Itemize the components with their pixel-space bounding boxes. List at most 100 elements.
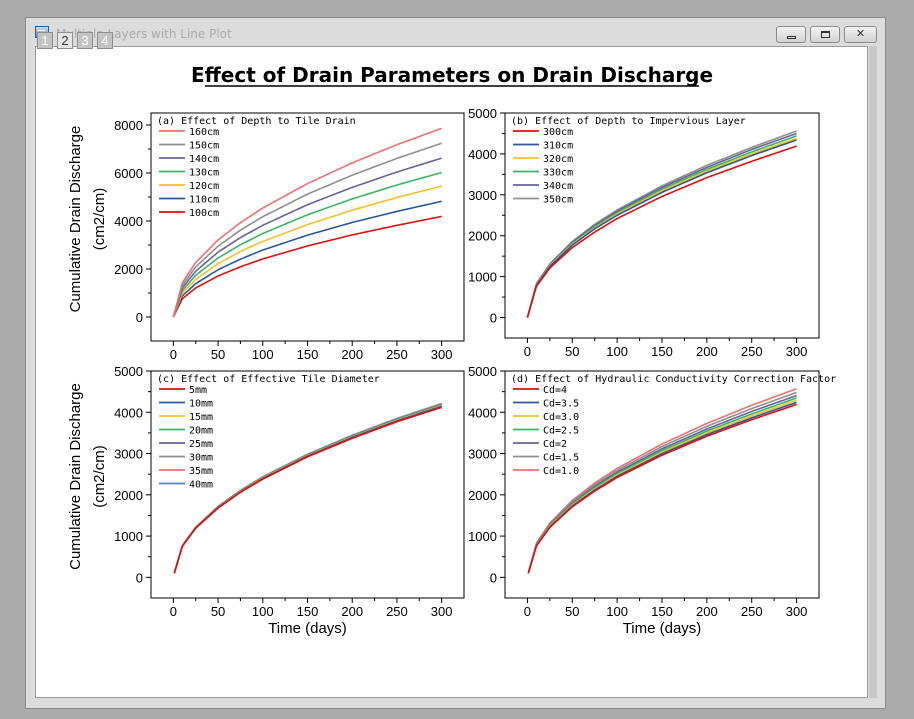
series-group — [173, 402, 442, 574]
legend-entry: 35mm — [189, 466, 213, 477]
legend-entry: 310cm — [543, 141, 573, 152]
legend-entry: 160cm — [189, 127, 219, 138]
legend-entry: 120cm — [189, 181, 219, 192]
y-axis-unit: (cm2/cm) — [91, 188, 108, 251]
x-tick-label: 100 — [252, 604, 274, 619]
x-tick-label: 300 — [431, 604, 453, 619]
graph-window: Multiple Layers with Line Plot ✕ — [25, 17, 886, 709]
y-tick-label: 5000 — [468, 106, 497, 121]
y-tick-label: 4000 — [114, 405, 143, 420]
legend: 300cm 310cm 320cm 330cm 340cm 350cm — [513, 127, 573, 206]
minimize-button[interactable] — [776, 26, 806, 43]
series-group — [526, 130, 797, 318]
x-tick-label: 200 — [341, 347, 363, 362]
series-line — [173, 404, 442, 574]
page-title: Effect of Drain Parameters on Drain Disc… — [191, 63, 713, 87]
legend-entry: 130cm — [189, 168, 219, 179]
y-tick-label: 0 — [136, 310, 143, 325]
x-tick-label: 100 — [606, 604, 628, 619]
y-tick-label: 1000 — [114, 529, 143, 544]
graph-page[interactable] — [35, 46, 868, 698]
layer-tab-4[interactable]: 4 — [97, 32, 113, 49]
y-axis-unit: (cm2/cm) — [91, 445, 108, 508]
y-tick-label: 2000 — [468, 488, 497, 503]
legend-entry: 20mm — [189, 426, 213, 437]
legend-entry: 340cm — [543, 181, 573, 192]
legend: Cd=4 Cd=3.5 Cd=3.0 Cd=2.5 Cd=2 Cd=1.5 Cd=1.0 — [513, 385, 579, 477]
series-line — [172, 157, 442, 318]
legend: 160cm 150cm 140cm 130cm 120cm 110cm 100cm — [159, 127, 219, 219]
vertical-scrollbar[interactable] — [869, 46, 877, 698]
y-tick-label: 3000 — [114, 447, 143, 462]
series-line — [172, 200, 442, 318]
legend-entry: Cd=2 — [543, 439, 567, 450]
series-group — [527, 387, 797, 574]
layer-tab-3[interactable]: 3 — [77, 32, 93, 49]
x-axis-title: Time (days) — [623, 620, 702, 637]
panel-title: (d) Effect of Hydraulic Conductivity Cor… — [511, 374, 836, 385]
y-tick-label: 2000 — [114, 488, 143, 503]
legend-entry: 330cm — [543, 168, 573, 179]
x-tick-label: 0 — [524, 344, 531, 359]
y-tick-label: 2000 — [114, 262, 143, 277]
legend-entry: Cd=2.5 — [543, 426, 579, 437]
legend-entry: Cd=1.5 — [543, 453, 579, 464]
series-line — [172, 215, 442, 318]
series-group — [172, 127, 442, 318]
legend-entry: 110cm — [189, 195, 219, 206]
x-tick-label: 300 — [431, 347, 453, 362]
x-tick-label: 150 — [297, 347, 319, 362]
x-tick-label: 300 — [786, 604, 808, 619]
x-tick-label: 50 — [211, 347, 225, 362]
x-tick-label: 0 — [170, 604, 177, 619]
y-tick-label: 5000 — [468, 364, 497, 379]
series-line — [526, 139, 797, 318]
x-tick-label: 50 — [211, 604, 225, 619]
legend-entry: 320cm — [543, 154, 573, 165]
legend-entry: 150cm — [189, 141, 219, 152]
chart-panel-4: 0 50 100 150 200 250 300010002000300040005000T… — [468, 364, 836, 637]
legend-entry: 5mm — [189, 385, 207, 396]
x-tick-label: 100 — [252, 347, 274, 362]
layer-tab-2[interactable]: 2 — [57, 32, 73, 49]
x-tick-label: 250 — [741, 344, 763, 359]
y-tick-label: 8000 — [114, 118, 143, 133]
x-axis-title: Time (days) — [268, 620, 347, 637]
x-tick-label: 150 — [297, 604, 319, 619]
layer-tab-1[interactable]: 1 — [37, 32, 53, 49]
series-line — [172, 142, 442, 318]
legend-entry: 25mm — [189, 439, 213, 450]
chart-panel-3: 0 50 100 150 200 250 300010002000300040005000T… — [67, 364, 465, 637]
series-line — [172, 127, 442, 318]
y-tick-label: 4000 — [468, 405, 497, 420]
y-tick-label: 4000 — [114, 214, 143, 229]
x-tick-label: 200 — [696, 344, 718, 359]
y-tick-label: 3000 — [468, 188, 497, 203]
x-tick-label: 250 — [386, 604, 408, 619]
y-tick-label: 0 — [490, 311, 497, 326]
legend-entry: Cd=3.5 — [543, 399, 579, 410]
x-tick-label: 0 — [524, 604, 531, 619]
series-line — [173, 402, 442, 574]
x-tick-label: 250 — [386, 347, 408, 362]
legend-entry: 40mm — [189, 480, 213, 491]
series-line — [526, 145, 797, 318]
legend-entry: 350cm — [543, 195, 573, 206]
legend-entry: Cd=3.0 — [543, 412, 579, 423]
chart-panel-2: 0 50 100 150 200 250 300010002000300040005000(… — [468, 106, 820, 359]
y-axis-title: Cumulative Drain Discharge — [67, 383, 84, 570]
legend: 5mm 10mm 15mm 20mm 25mm 30mm 35mm 40mm — [159, 385, 213, 491]
legend-entry: 30mm — [189, 453, 213, 464]
y-tick-label: 0 — [490, 570, 497, 585]
close-button[interactable]: ✕ — [844, 26, 877, 43]
y-tick-label: 3000 — [468, 447, 497, 462]
maximize-button[interactable] — [810, 26, 840, 43]
series-line — [527, 403, 797, 574]
chart-panel-1: 0 50 100 150 200 250 300 0 2000 4000 6000 8000 Cumul… — [67, 112, 465, 362]
y-tick-label: 4000 — [468, 147, 497, 162]
x-tick-label: 100 — [606, 344, 628, 359]
x-tick-label: 50 — [565, 344, 579, 359]
y-tick-label: 0 — [136, 570, 143, 585]
x-tick-label: 0 — [170, 347, 177, 362]
panel-title: (c) Effect of Effective Tile Diameter — [157, 374, 380, 385]
